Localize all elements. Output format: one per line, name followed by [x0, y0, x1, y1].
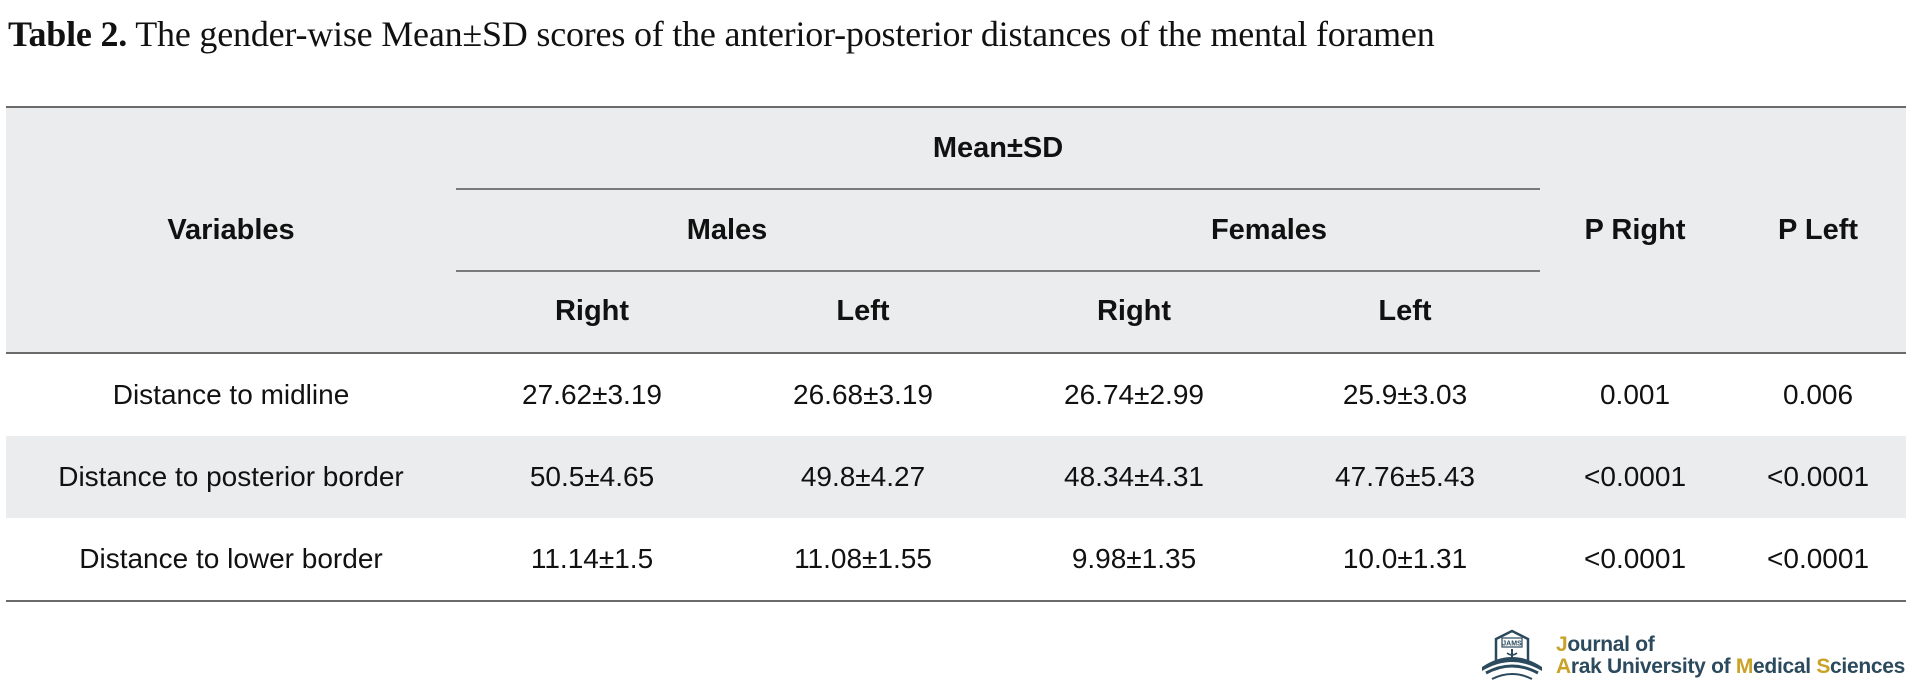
- cell-p-right: <0.0001: [1540, 436, 1731, 518]
- header-males-left: Left: [836, 295, 890, 327]
- table-caption-text: The gender-wise Mean±SD scores of the an…: [135, 14, 1435, 54]
- journal-logo-line2-m: M: [1735, 655, 1754, 678]
- journal-logo-line2-b: edical: [1753, 655, 1817, 678]
- cell-p-left: <0.0001: [1730, 436, 1907, 518]
- header-females: Females: [998, 189, 1541, 272]
- cell-males-left: 11.08±1.55: [794, 543, 932, 574]
- journal-logo-line2-c: ciences: [1830, 655, 1905, 678]
- journal-emblem-icon: JAMS: [1481, 629, 1542, 680]
- cell-males-left: 26.68±3.19: [793, 379, 933, 410]
- cell-males-right: 50.5±4.65: [456, 436, 728, 518]
- table-caption: Table 2. The gender-wise Mean±SD scores …: [8, 12, 1435, 56]
- cell-variable: Distance to midline: [112, 379, 350, 410]
- header-males-right: Right: [554, 295, 630, 327]
- cell-variable: Distance to lower border: [79, 543, 383, 574]
- cell-p-left: 0.006: [1782, 379, 1854, 410]
- cell-variable: Distance to posterior border: [6, 436, 456, 518]
- cell-females-left: 47.76±5.43: [1270, 436, 1541, 518]
- journal-logo-line2-s: S: [1816, 655, 1831, 678]
- journal-logo-text: Journal of Arak University of Medical Sc…: [1556, 634, 1905, 678]
- header-p-left: P Left: [1778, 213, 1859, 246]
- emblem-badge-text: JAMS: [1502, 641, 1522, 648]
- header-females-right: Right: [1096, 295, 1172, 327]
- cell-p-right: <0.0001: [1584, 543, 1687, 574]
- data-table-wrapper: Variables Mean±SD P Right P Left Males F…: [6, 106, 1907, 602]
- header-females-left: Left: [1378, 295, 1432, 327]
- cell-males-right: 11.14±1.5: [530, 543, 654, 574]
- table-row: Distance to midline 27.62±3.19 26.68±3.1…: [6, 353, 1906, 436]
- cell-p-left: <0.0001: [1767, 543, 1870, 574]
- cell-males-right: 27.62±3.19: [522, 379, 662, 410]
- cell-p-right: 0.001: [1599, 379, 1671, 410]
- journal-logo-line1: Journal of: [1555, 633, 1655, 656]
- table-header: Variables Mean±SD P Right P Left Males F…: [6, 107, 1907, 353]
- header-males: Males: [456, 189, 998, 272]
- journal-logo: JAMS Journal of Arak University of Medic…: [1476, 626, 1905, 686]
- journal-logo-line1-rest: ournal of: [1567, 633, 1655, 656]
- cell-males-left: 49.8±4.27: [728, 436, 998, 518]
- header-mean-sd: Mean±SD: [456, 107, 1541, 189]
- cell-females-right: 26.74±2.99: [1064, 379, 1204, 410]
- table-row: Distance to posterior border 50.5±4.65 4…: [6, 436, 1907, 518]
- journal-logo-line2-a: rak University of: [1570, 655, 1736, 678]
- data-table: Variables Mean±SD P Right P Left Males F…: [6, 106, 1907, 602]
- journal-logo-line2: Arak University of Medical Sciences: [1555, 655, 1905, 678]
- header-variables: Variables: [167, 213, 295, 246]
- cell-females-left: 25.9±3.03: [1342, 379, 1468, 410]
- table-body: Distance to midline 27.62±3.19 26.68±3.1…: [6, 353, 1907, 601]
- table-row: Distance to lower border 11.14±1.5 11.08…: [6, 518, 1907, 601]
- header-p-right: P Right: [1584, 213, 1686, 246]
- cell-females-right: 9.98±1.35: [1071, 543, 1197, 574]
- cell-females-left: 10.0±1.31: [1342, 543, 1468, 574]
- cell-females-right: 48.34±4.31: [998, 436, 1270, 518]
- table-caption-label: Table 2.: [8, 14, 128, 54]
